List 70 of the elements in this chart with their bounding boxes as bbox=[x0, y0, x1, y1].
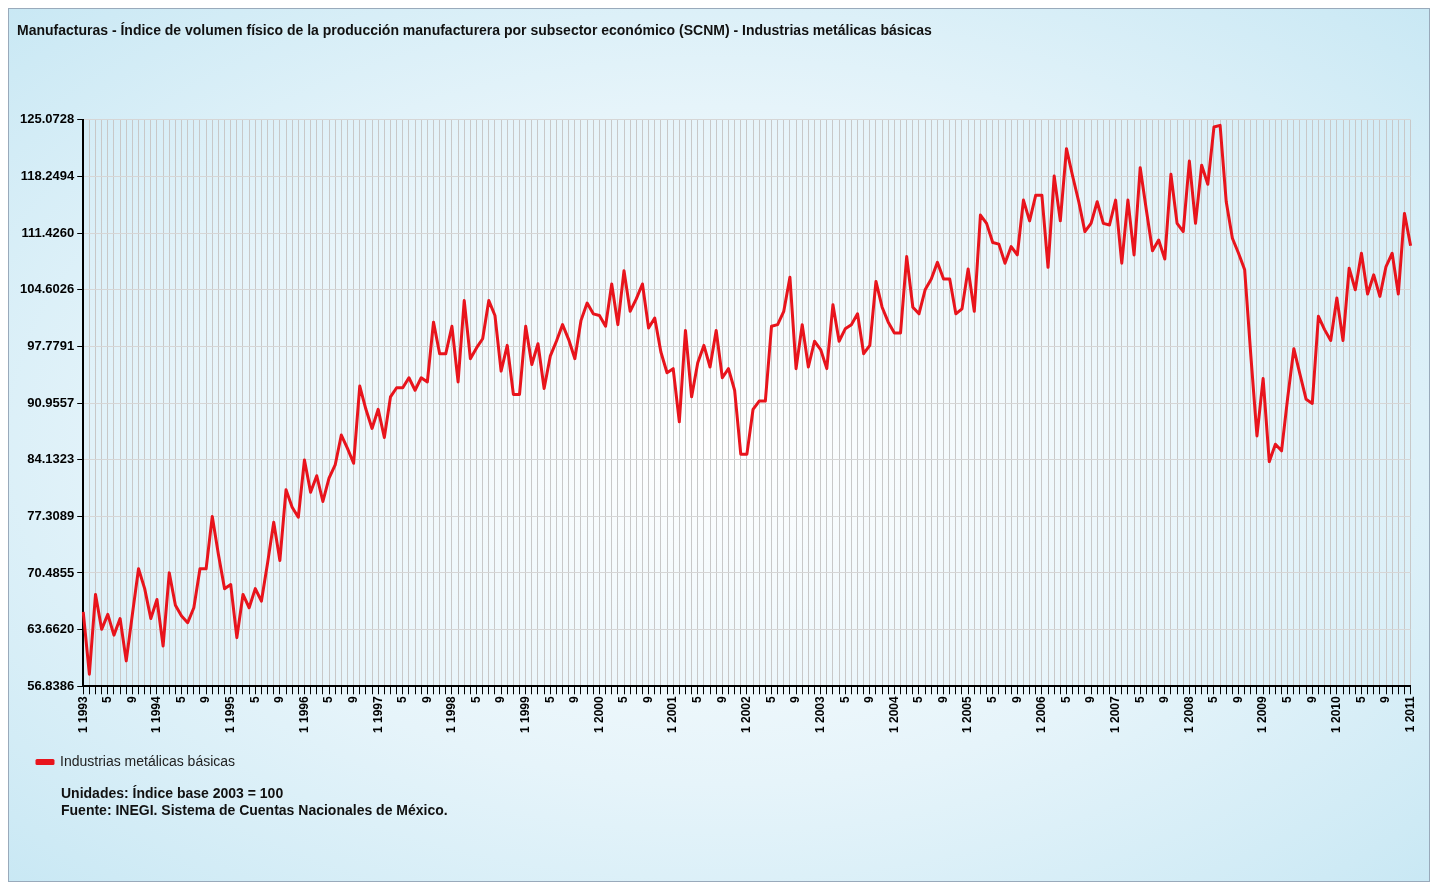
x-tick-label: 5 bbox=[100, 695, 115, 703]
x-tick-label: 9 bbox=[1009, 695, 1024, 703]
x-tick-label: 9 bbox=[1157, 695, 1172, 703]
x-tick-label: 5 bbox=[395, 695, 410, 703]
x-tick-label: 1 2008 bbox=[1181, 695, 1196, 733]
chart-title: Manufacturas - Índice de volumen físico de la producción manufacturera por subsector económico (SCNM) - Industrias metálicas básicas bbox=[17, 22, 933, 39]
x-tick-label: 1 1999 bbox=[517, 695, 532, 733]
x-tick-label: 9 bbox=[1378, 695, 1393, 703]
legend-label: Industrias metálicas básicas bbox=[60, 752, 236, 769]
x-tick-label: 5 bbox=[542, 695, 557, 703]
y-tick-label: 70.4855 bbox=[27, 564, 75, 580]
x-tick-label: 5 bbox=[1280, 695, 1295, 703]
x-tick-label: 9 bbox=[1230, 695, 1245, 703]
x-tick-label: 5 bbox=[616, 695, 631, 703]
x-tick-label: 1 2002 bbox=[739, 695, 754, 733]
x-tick-label: 5 bbox=[985, 695, 1000, 703]
x-tick-label: 5 bbox=[468, 695, 483, 703]
y-tick-label: 118.2494 bbox=[20, 168, 75, 184]
x-tick-label: 9 bbox=[124, 695, 139, 703]
x-tick-label: 5 bbox=[1132, 695, 1147, 703]
x-tick-label: 9 bbox=[1083, 695, 1098, 703]
x-tick-label: 9 bbox=[640, 695, 655, 703]
x-tick-label: 1 1994 bbox=[149, 695, 164, 733]
x-tick-label: 5 bbox=[1058, 695, 1073, 703]
text: Unidades: Índice base 2003 = 100 bbox=[61, 785, 285, 802]
x-tick-label: 1 1993 bbox=[75, 695, 90, 733]
x-tick-label: 9 bbox=[272, 695, 287, 703]
y-tick-label: 97.7791 bbox=[27, 337, 75, 353]
y-tick-label: 90.9557 bbox=[27, 394, 75, 410]
x-tick-label: 5 bbox=[321, 695, 336, 703]
y-tick-label: 125.0728 bbox=[19, 111, 75, 127]
x-tick-label: 9 bbox=[345, 695, 360, 703]
x-tick-label: 1 2005 bbox=[960, 695, 975, 733]
x-tick-label: 1 1996 bbox=[296, 695, 311, 733]
x-tick-label: 9 bbox=[862, 695, 877, 703]
x-tick-label: 1 2007 bbox=[1107, 695, 1122, 733]
x-tick-label: 9 bbox=[198, 695, 213, 703]
x-tick-label: 5 bbox=[247, 695, 262, 703]
x-tick-label: 9 bbox=[788, 695, 803, 703]
x-tick-label: 1 1997 bbox=[370, 695, 385, 733]
x-tick-label: 1 2010 bbox=[1329, 695, 1344, 733]
x-tick-label: 1 2006 bbox=[1034, 695, 1049, 733]
x-tick-label: 1 1995 bbox=[223, 695, 238, 733]
x-tick-label: 5 bbox=[763, 695, 778, 703]
x-tick-label: 1 2003 bbox=[812, 695, 827, 733]
x-tick-label: 1 2004 bbox=[886, 695, 901, 733]
x-tick-label: 9 bbox=[567, 695, 582, 703]
x-tick-label: 9 bbox=[714, 695, 729, 703]
y-tick-label: 77.3089 bbox=[27, 507, 75, 523]
x-tick-label: 5 bbox=[837, 695, 852, 703]
source-note: Fuente: INEGI. Sistema de Cuentas Nacionales de México. bbox=[61, 802, 449, 819]
y-tick-label: 104.6026 bbox=[19, 281, 75, 297]
x-tick-label: 1 2009 bbox=[1255, 695, 1270, 733]
y-tick-label: 56.8386 bbox=[27, 677, 75, 693]
x-tick-label: 5 bbox=[911, 695, 926, 703]
x-tick-label: 1 2011 bbox=[1402, 695, 1417, 733]
x-tick-label: 1 1998 bbox=[444, 695, 459, 733]
x-tick-label: 5 bbox=[1206, 695, 1221, 703]
x-tick-label: 1 2000 bbox=[591, 695, 606, 733]
x-tick-label: 5 bbox=[1353, 695, 1368, 703]
x-tick-label: 9 bbox=[419, 695, 434, 703]
y-tick-label: 111.4260 bbox=[21, 224, 75, 240]
x-tick-label: 5 bbox=[173, 695, 188, 703]
x-tick-label: 1 2001 bbox=[665, 695, 680, 733]
x-tick-label: 9 bbox=[935, 695, 950, 703]
y-tick-label: 84.1323 bbox=[27, 451, 75, 467]
x-tick-label: 5 bbox=[690, 695, 705, 703]
x-tick-label: 9 bbox=[1304, 695, 1319, 703]
x-tick-label: 9 bbox=[493, 695, 508, 703]
y-tick-label: 63.6620 bbox=[27, 621, 75, 637]
